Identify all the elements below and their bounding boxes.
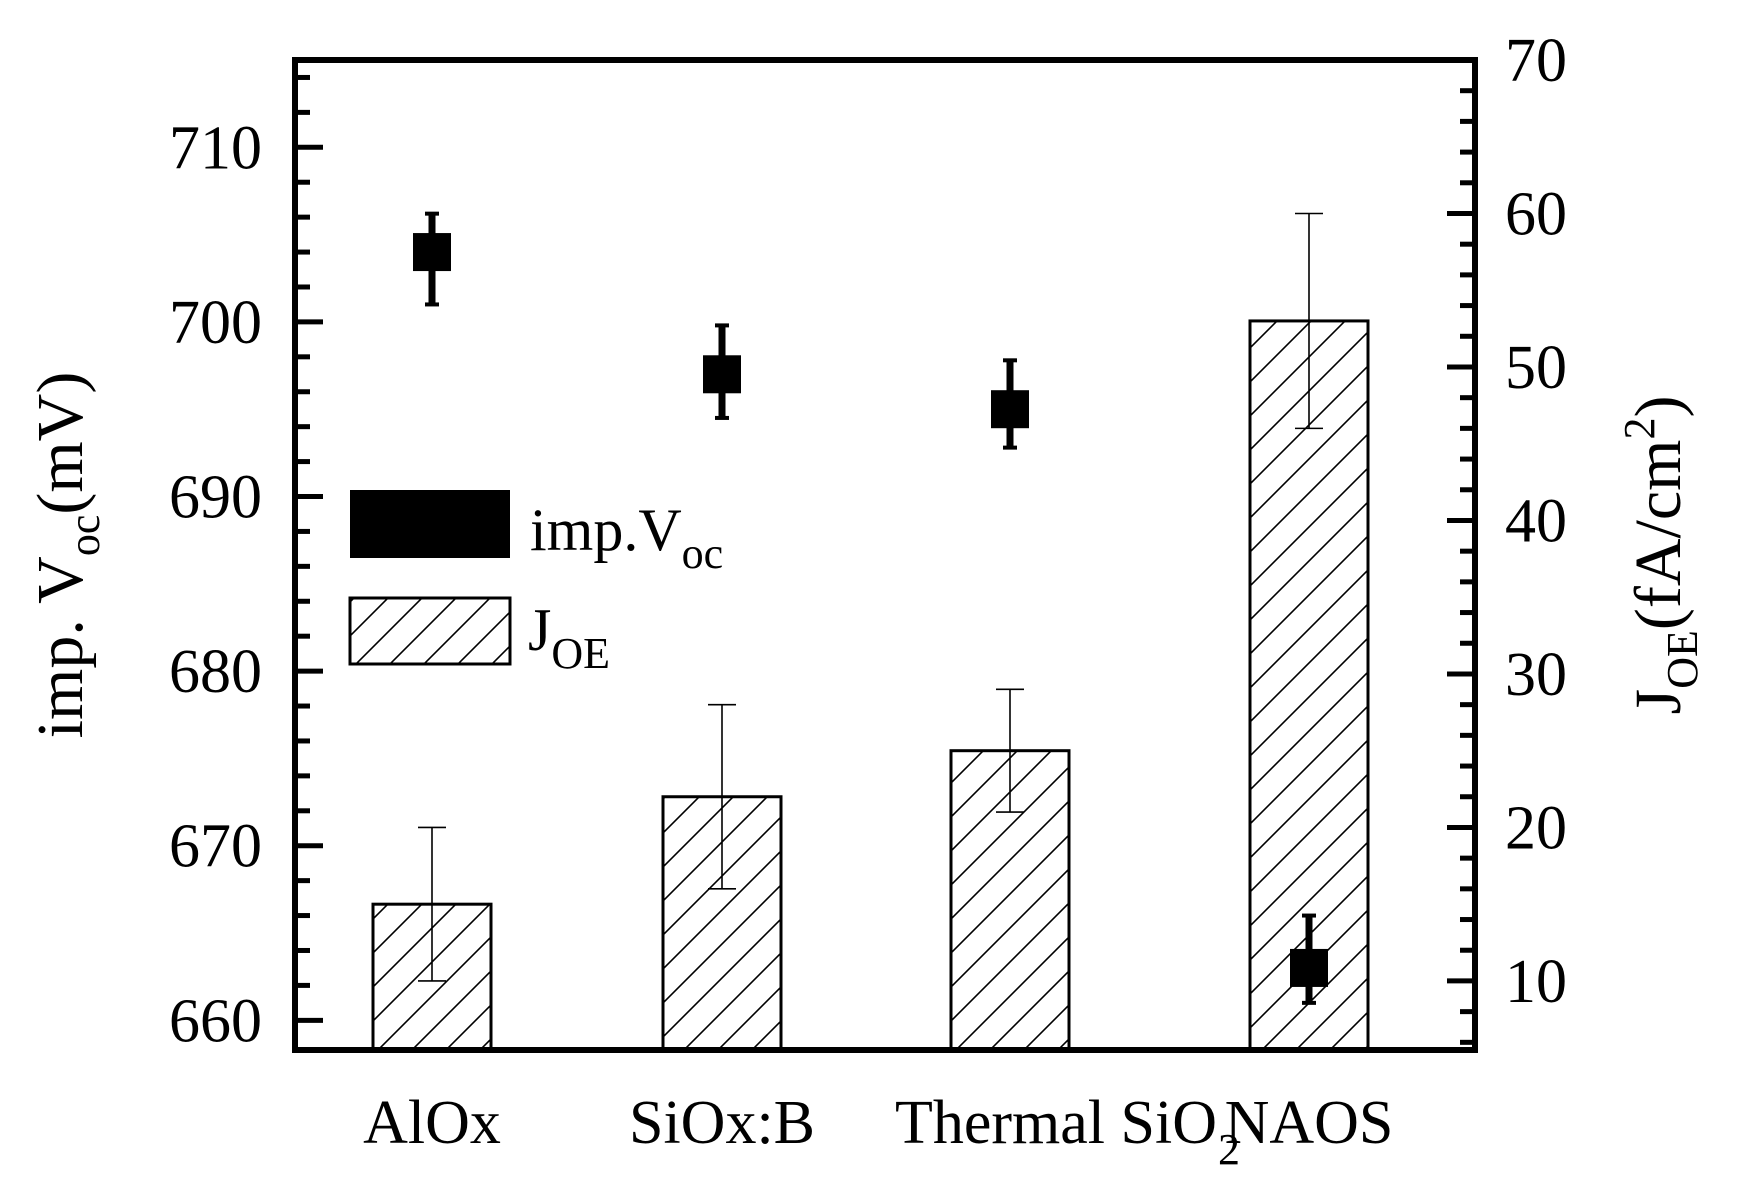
left-axis-tick-labels: 660 670 680 690 700 710 [169, 114, 262, 1055]
category-label-naos: NAOS [1225, 1089, 1394, 1157]
right-tick-label: 30 [1505, 641, 1567, 709]
category-label-thermal-sio2: Thermal SiO [895, 1089, 1217, 1157]
right-axis-title-tail: (fA/cm [1622, 440, 1695, 631]
left-axis-title-main: imp. V [24, 556, 97, 738]
svg-text:imp. Voc(mV): imp. Voc(mV) [24, 372, 109, 739]
legend-swatch-joe [348, 596, 512, 666]
right-tick-label: 10 [1505, 948, 1567, 1016]
right-tick-label: 60 [1505, 180, 1567, 248]
left-tick-label: 710 [169, 114, 262, 182]
legend-label-voc: imp.Voc [530, 497, 723, 578]
legend: imp.Voc JOE [348, 490, 723, 678]
category-label-thermal-sio2-subscript: 2 [1218, 1125, 1240, 1174]
svg-text:JOE(fA/cm2): JOE(fA/cm2) [1615, 396, 1707, 715]
voc-point [703, 355, 741, 394]
joe-error-bars [418, 212, 1323, 982]
voc-point [991, 390, 1029, 429]
right-tick-label: 40 [1505, 487, 1567, 555]
joe-bars [371, 319, 1370, 1052]
right-axis-tick-labels: 10 20 30 40 50 60 70 [1505, 27, 1567, 1016]
voc-point [1290, 948, 1328, 987]
category-label-siox-b: SiOx:B [629, 1089, 815, 1157]
right-axis-title-end: ) [1622, 396, 1695, 418]
right-axis-title-main: J [1622, 689, 1695, 715]
legend-swatch-voc [350, 490, 510, 558]
legend-label-joe: JOE [528, 597, 610, 678]
right-tick-label: 50 [1505, 334, 1567, 402]
left-tick-label: 690 [169, 464, 262, 532]
right-axis-title-sub: OE [1658, 630, 1707, 689]
plot-frame [292, 57, 1478, 1053]
left-tick-label: 700 [169, 289, 262, 357]
left-axis-title: imp. Voc(mV) [24, 372, 109, 739]
category-label-alox: AlOx [363, 1089, 501, 1157]
left-tick-label: 660 [169, 987, 262, 1055]
right-tick-label: 20 [1505, 794, 1567, 862]
right-axis-ticks [1447, 57, 1475, 1045]
left-axis-ticks [295, 74, 323, 1023]
left-axis-title-sub: oc [60, 515, 109, 557]
left-axis-title-tail: (mV) [24, 372, 97, 515]
left-tick-label: 670 [169, 813, 262, 881]
right-axis-title: JOE(fA/cm2) [1615, 396, 1707, 715]
right-axis-title-sup: 2 [1615, 418, 1664, 440]
voc-points [413, 211, 1328, 1005]
right-tick-label: 70 [1505, 27, 1567, 95]
voc-point [413, 233, 451, 272]
left-tick-label: 680 [169, 638, 262, 706]
